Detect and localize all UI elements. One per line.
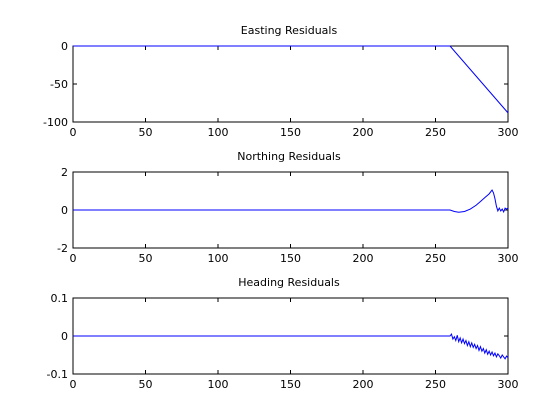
x-tick-label: 100 xyxy=(208,126,229,139)
x-tick-label: 150 xyxy=(280,126,301,139)
axes-frame xyxy=(72,45,509,123)
subplot-easting: Easting Residuals 0 50 100 150 200 250 300 0 -50… xyxy=(43,24,518,139)
subplot-northing: Northing Residuals 0 50 100 150 200 250 30020-… xyxy=(57,150,518,265)
x-tick-label: 0 xyxy=(70,252,77,265)
x-tick-label: 250 xyxy=(425,378,446,391)
x-tick-label: 300 xyxy=(498,378,519,391)
plot-lines-group xyxy=(73,45,509,114)
x-tick-label: 200 xyxy=(353,126,374,139)
x-tick-label: 150 xyxy=(280,378,301,391)
y-tick-label: -0.1 xyxy=(47,368,68,381)
y-tick-label: -50 xyxy=(50,78,68,91)
y-tick-label: 2 xyxy=(61,166,68,179)
ticks-group xyxy=(72,171,509,249)
x-tick-label: 50 xyxy=(139,252,153,265)
tick-labels-group: 0 50 100 150 200 250 300 0 -50 -100 xyxy=(43,40,518,139)
y-tick-label: 0.1 xyxy=(51,292,69,305)
y-tick-label: -100 xyxy=(43,116,68,129)
x-tick-label: 100 xyxy=(208,378,229,391)
x-tick-label: 50 xyxy=(139,126,153,139)
plot-lines-group xyxy=(73,333,509,360)
x-tick-label: 300 xyxy=(498,252,519,265)
x-tick-label: 250 xyxy=(425,252,446,265)
x-tick-label: 250 xyxy=(425,126,446,139)
y-tick-label: 0 xyxy=(61,40,68,53)
x-tick-label: 300 xyxy=(498,126,519,139)
plot-lines-group xyxy=(73,189,509,214)
x-tick-label: 0 xyxy=(70,378,77,391)
x-tick-label: 0 xyxy=(70,126,77,139)
x-tick-label: 150 xyxy=(280,252,301,265)
subplot-heading: Heading Residuals 0 50 100 150 200 250 300 0.1 0… xyxy=(47,276,519,391)
x-tick-label: 50 xyxy=(139,378,153,391)
residual-series-line xyxy=(73,333,509,360)
ticks-group xyxy=(72,45,509,123)
subplot-title: Heading Residuals xyxy=(238,276,340,289)
residual-series-line xyxy=(73,45,509,114)
y-tick-label: 0 xyxy=(61,330,68,343)
subplot-title: Northing Residuals xyxy=(237,150,341,163)
x-tick-label: 200 xyxy=(353,252,374,265)
x-tick-label: 200 xyxy=(353,378,374,391)
residual-series-line xyxy=(73,189,509,214)
subplot-title: Easting Residuals xyxy=(241,24,338,37)
x-tick-label: 100 xyxy=(208,252,229,265)
y-tick-label: 0 xyxy=(61,204,68,217)
y-tick-label: -2 xyxy=(57,242,68,255)
